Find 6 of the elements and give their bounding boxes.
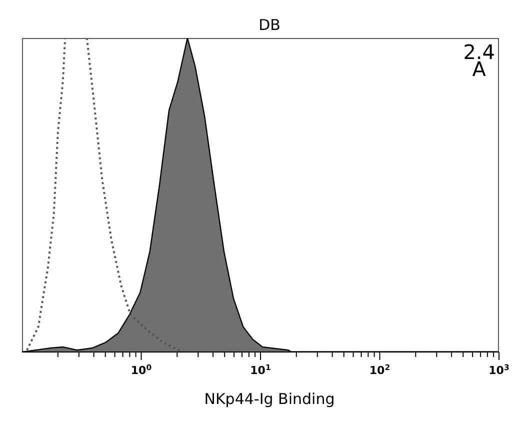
x-tick-label: 10$^{0}$ — [130, 362, 152, 377]
x-axis-title: NKp44-Ig Binding — [203, 390, 336, 408]
x-tick-label: 10$^{1}$ — [250, 362, 271, 377]
x-tick-label: 10$^{2}$ — [369, 362, 390, 377]
chart-title: DB — [258, 16, 282, 34]
x-tick-label: 10$^{3}$ — [488, 362, 510, 377]
